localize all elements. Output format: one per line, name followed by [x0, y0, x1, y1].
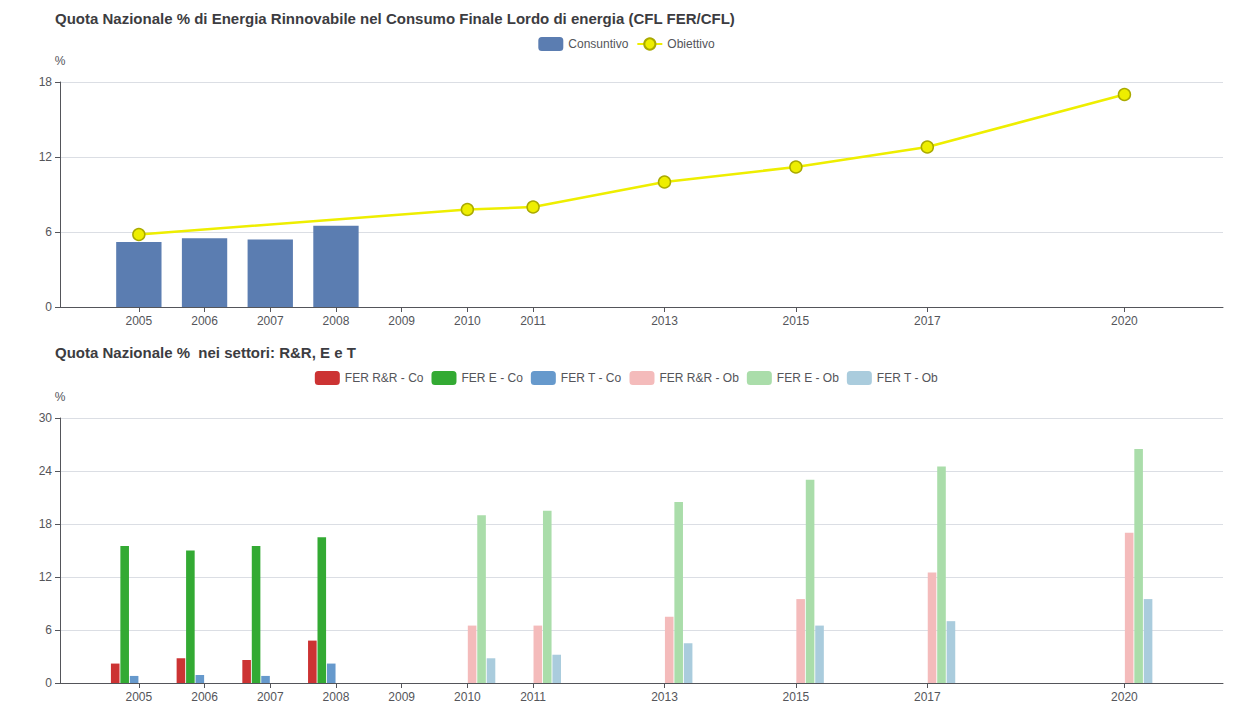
- svg-text:2011: 2011: [520, 690, 546, 704]
- svg-text:Quota Nazionale % nei settori: Quota Nazionale % nei settori: R&R, E e …: [55, 344, 356, 361]
- svg-text:2015: 2015: [783, 690, 810, 704]
- svg-text:2008: 2008: [323, 314, 350, 328]
- svg-text:FER T - Co: FER T - Co: [561, 371, 622, 385]
- svg-text:2017: 2017: [914, 314, 941, 328]
- svg-text:0: 0: [45, 676, 52, 690]
- svg-text:18: 18: [39, 517, 53, 531]
- svg-text:2010: 2010: [454, 314, 481, 328]
- svg-text:FER T - Ob: FER T - Ob: [877, 371, 938, 385]
- svg-text:2013: 2013: [651, 690, 678, 704]
- svg-text:2009: 2009: [388, 690, 415, 704]
- svg-text:2009: 2009: [388, 314, 415, 328]
- svg-text:%: %: [55, 54, 66, 68]
- svg-text:2011: 2011: [520, 314, 546, 328]
- svg-text:12: 12: [39, 570, 53, 584]
- svg-text:2005: 2005: [125, 314, 152, 328]
- svg-text:18: 18: [39, 75, 53, 89]
- svg-text:6: 6: [45, 623, 52, 637]
- svg-text:30: 30: [39, 411, 53, 425]
- svg-text:2006: 2006: [191, 314, 218, 328]
- svg-text:Obiettivo: Obiettivo: [667, 37, 715, 51]
- svg-text:FER R&R - Co: FER R&R - Co: [345, 371, 424, 385]
- svg-text:2010: 2010: [454, 690, 481, 704]
- svg-text:2013: 2013: [651, 314, 678, 328]
- svg-text:FER R&R - Ob: FER R&R - Ob: [659, 371, 739, 385]
- svg-text:24: 24: [39, 464, 53, 478]
- svg-text:2007: 2007: [257, 690, 284, 704]
- svg-text:2005: 2005: [125, 690, 152, 704]
- svg-text:FER E - Co: FER E - Co: [461, 371, 523, 385]
- svg-text:12: 12: [39, 150, 53, 164]
- svg-text:6: 6: [45, 225, 52, 239]
- svg-text:%: %: [55, 390, 66, 404]
- svg-text:2007: 2007: [257, 314, 284, 328]
- svg-text:2006: 2006: [191, 690, 218, 704]
- svg-text:2017: 2017: [914, 690, 941, 704]
- svg-text:2008: 2008: [323, 690, 350, 704]
- svg-text:Quota Nazionale % di Energia R: Quota Nazionale % di Energia Rinnovabile…: [55, 10, 735, 27]
- svg-text:2020: 2020: [1111, 314, 1138, 328]
- svg-text:0: 0: [45, 300, 52, 314]
- svg-text:2015: 2015: [783, 314, 810, 328]
- svg-text:FER E - Ob: FER E - Ob: [777, 371, 839, 385]
- svg-text:2020: 2020: [1111, 690, 1138, 704]
- svg-text:Consuntivo: Consuntivo: [568, 37, 628, 51]
